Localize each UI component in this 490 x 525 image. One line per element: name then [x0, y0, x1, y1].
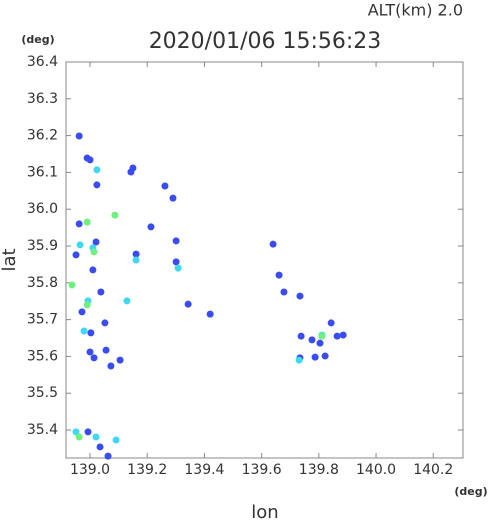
data-point [83, 218, 91, 226]
data-point [161, 182, 169, 190]
y-tick-label: 35.9 [27, 238, 58, 254]
data-point [116, 356, 124, 364]
data-point [97, 288, 105, 296]
data-point [102, 346, 110, 354]
y-tick-label: 35.7 [27, 312, 58, 328]
data-point [89, 266, 97, 274]
data-point [280, 288, 288, 296]
data-point [72, 251, 80, 259]
data-point [87, 329, 95, 337]
y-tick-label: 35.5 [27, 385, 58, 401]
data-point [104, 452, 112, 460]
data-point [269, 240, 277, 248]
data-point [172, 258, 180, 266]
data-point [333, 332, 341, 340]
data-point [295, 356, 303, 364]
data-point [92, 433, 100, 441]
data-point [76, 241, 84, 249]
data-point [174, 264, 182, 272]
data-point [275, 271, 283, 279]
data-point [86, 348, 94, 356]
data-point [127, 168, 135, 176]
x-tick-label: 139.0 [70, 462, 110, 478]
y-tick-label: 35.6 [27, 348, 58, 364]
data-point [339, 331, 347, 339]
x-axis-label: lon [251, 502, 278, 521]
data-point [132, 250, 140, 258]
data-point [321, 352, 329, 360]
data-point [84, 428, 92, 436]
data-point [206, 310, 214, 318]
data-point [101, 319, 109, 327]
y-tick-label: 36.2 [27, 128, 58, 144]
data-point [123, 297, 131, 305]
y-tick-label: 36.3 [27, 91, 58, 107]
data-point [147, 223, 155, 231]
data-point [296, 292, 304, 300]
data-point [92, 238, 100, 246]
data-point [112, 436, 120, 444]
data-point [96, 443, 104, 451]
data-point [75, 433, 83, 441]
data-point [308, 336, 316, 344]
y-tick-label: 36.0 [27, 201, 58, 217]
data-point [111, 211, 119, 219]
data-point [172, 237, 180, 245]
y-tick-label: 35.4 [27, 422, 58, 438]
data-point [93, 166, 101, 174]
x-tick-label: 140.2 [413, 462, 453, 478]
x-tick-label: 139.4 [184, 462, 224, 478]
x-tick-label: 139.8 [299, 462, 339, 478]
data-point [75, 132, 83, 140]
data-point [107, 362, 115, 370]
data-point [327, 319, 335, 327]
data-point [311, 353, 319, 361]
y-tick-label: 36.4 [27, 54, 58, 70]
data-point [316, 339, 324, 347]
y-tick-label: 35.8 [27, 275, 58, 291]
altitude-label: ALT(km) 2.0 [368, 1, 463, 20]
x-tick-label: 140.0 [356, 462, 396, 478]
y-axis-label: lat [0, 248, 20, 271]
data-point [90, 248, 98, 256]
data-point [297, 332, 305, 340]
x-tick-label: 139.6 [242, 462, 282, 478]
data-point [93, 181, 101, 189]
data-point [72, 428, 80, 436]
data-point [184, 300, 192, 308]
chart-title: 2020/01/06 15:56:23 [149, 29, 382, 54]
data-point [68, 281, 76, 289]
data-point [78, 308, 86, 316]
x-tick-label: 139.2 [127, 462, 167, 478]
data-point [90, 354, 98, 362]
data-point [83, 301, 91, 309]
data-point [132, 256, 140, 264]
y-unit: (deg) [21, 33, 54, 46]
data-point [80, 327, 88, 335]
x-unit: (deg) [454, 485, 487, 498]
data-point [75, 220, 83, 228]
data-point [86, 156, 94, 164]
data-point [318, 332, 326, 340]
y-tick-label: 36.1 [27, 164, 58, 180]
data-point [169, 194, 177, 202]
plot-frame [65, 61, 464, 459]
